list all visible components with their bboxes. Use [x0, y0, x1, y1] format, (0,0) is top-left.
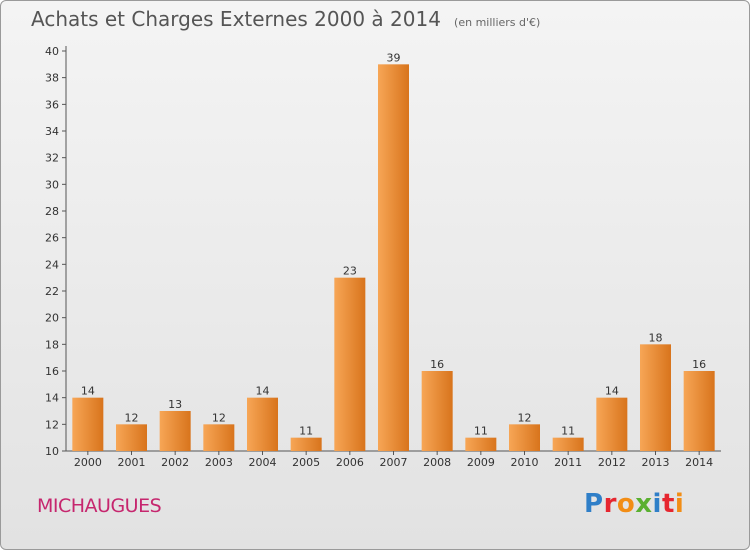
- bar-value-label: 11: [299, 425, 313, 438]
- bar[interactable]: [203, 424, 235, 451]
- y-tick-label: 12: [45, 418, 59, 431]
- bar[interactable]: [378, 64, 409, 452]
- logo-letter: x: [635, 489, 653, 519]
- bar[interactable]: [552, 437, 584, 451]
- chart-title: Achats et Charges Externes 2000 à 2014 (…: [31, 7, 540, 31]
- x-tick-label: 2004: [249, 456, 277, 469]
- y-tick-label: 38: [45, 72, 59, 85]
- bar[interactable]: [334, 277, 366, 451]
- x-tick-label: 2003: [205, 456, 233, 469]
- bar-value-label: 12: [212, 411, 226, 424]
- y-tick-label: 32: [45, 152, 59, 165]
- y-tick-label: 28: [45, 205, 59, 218]
- y-tick-label: 30: [45, 178, 59, 191]
- bar[interactable]: [596, 397, 628, 451]
- bar-value-label: 11: [561, 425, 575, 438]
- bar-value-label: 39: [387, 51, 401, 64]
- logo-letter: o: [616, 489, 636, 519]
- y-tick-label: 20: [45, 312, 59, 325]
- chart-bars: 14 12 13 12 14 11 23 39 16 11 12 11 14 18 16: [72, 51, 715, 452]
- bar[interactable]: [640, 344, 671, 451]
- logo-letter: t: [661, 489, 675, 519]
- x-tick-label: 2009: [467, 456, 495, 469]
- x-tick-label: 2012: [598, 456, 626, 469]
- x-tick-label: 2011: [554, 456, 582, 469]
- y-tick-label: 40: [45, 45, 59, 58]
- y-tick-label: 26: [45, 232, 59, 245]
- chart-unit-text: (en milliers d'€): [454, 16, 541, 29]
- logo-letter: P: [584, 489, 604, 519]
- y-tick-label: 10: [45, 445, 59, 458]
- y-tick-label: 22: [45, 285, 59, 298]
- bar-value-label: 18: [649, 331, 663, 344]
- x-tick-label: 2002: [161, 456, 189, 469]
- bar-value-label: 16: [430, 358, 444, 371]
- place-name: MICHAUGUES: [37, 495, 162, 517]
- y-tick-label: 34: [45, 125, 59, 138]
- x-tick-label: 2008: [423, 456, 451, 469]
- bar-value-label: 16: [692, 358, 706, 371]
- bar[interactable]: [72, 397, 104, 451]
- y-tick-label: 24: [45, 258, 59, 271]
- bar-value-label: 12: [518, 411, 532, 424]
- x-tick-label: 2000: [74, 456, 102, 469]
- x-tick-label: 2006: [336, 456, 364, 469]
- y-tick-label: 16: [45, 365, 59, 378]
- chart-axes: 10 12 14 16 18 20 22 24 26 28 30 32 34 36 38 40 2000 2001…: [45, 45, 721, 469]
- bar[interactable]: [116, 424, 147, 451]
- bar-value-label: 23: [343, 265, 357, 278]
- bar[interactable]: [465, 437, 497, 451]
- y-tick-label: 14: [45, 392, 59, 405]
- y-tick-label: 18: [45, 338, 59, 351]
- proxiti-logo[interactable]: Proxiti: [584, 489, 684, 519]
- bar-value-label: 14: [256, 385, 270, 398]
- bar-value-label: 11: [474, 425, 488, 438]
- bar-value-label: 13: [168, 398, 182, 411]
- logo-letter: i: [652, 489, 662, 519]
- bar[interactable]: [290, 437, 322, 451]
- y-tick-label: 36: [45, 98, 59, 111]
- bar[interactable]: [683, 371, 715, 451]
- bar-value-label: 12: [125, 411, 139, 424]
- x-tick-label: 2013: [642, 456, 670, 469]
- logo-letter: r: [603, 489, 617, 519]
- x-tick-label: 2014: [685, 456, 713, 469]
- chart-title-text: Achats et Charges Externes 2000 à 2014: [31, 7, 441, 31]
- x-tick-label: 2007: [380, 456, 408, 469]
- logo-letter: i: [674, 489, 685, 519]
- bar[interactable]: [421, 371, 453, 451]
- x-tick-label: 2005: [292, 456, 320, 469]
- bar[interactable]: [509, 424, 540, 451]
- x-tick-label: 2010: [511, 456, 539, 469]
- bar-value-label: 14: [605, 385, 619, 398]
- bar[interactable]: [247, 397, 278, 451]
- bar[interactable]: [159, 411, 191, 451]
- bar-value-label: 14: [81, 385, 95, 398]
- x-tick-label: 2001: [118, 456, 146, 469]
